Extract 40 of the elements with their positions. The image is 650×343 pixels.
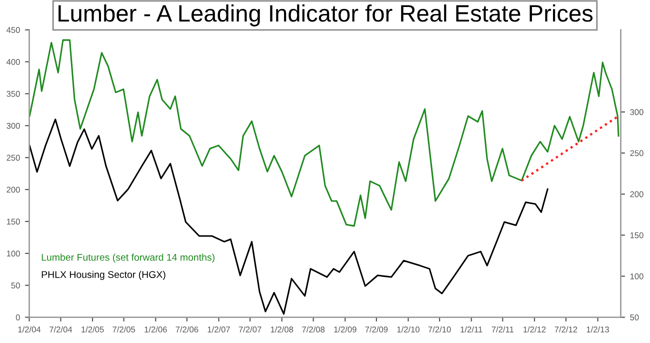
y-tick-label: 100 [6, 250, 20, 256]
line-series [29, 39, 620, 227]
y-tick-label: 50 [11, 282, 20, 288]
x-tick-label: 1/2/04 [18, 326, 41, 332]
y-tick-label: 150 [6, 218, 20, 225]
x-tick-label: 1/2/13 [586, 326, 609, 332]
x-tick-label: 1/2/05 [82, 326, 104, 332]
x-tick-label: 1/2/12 [524, 326, 546, 332]
x-tick-label: 1/2/09 [334, 326, 356, 332]
x-tick-label: 7/2/05 [112, 326, 136, 332]
x-tick-label: 7/2/06 [176, 326, 198, 332]
y2-tick-label: 150 [630, 232, 644, 238]
y2-tick-label: 300 [630, 109, 644, 116]
chart-title: Lumber - A Leading Indicator for Real Estate Prices [58, 4, 593, 26]
y-tick-label: 450 [6, 27, 20, 33]
x-tick-label: 1/2/06 [144, 326, 167, 332]
x-tick-label: 1/2/07 [208, 326, 230, 332]
x-tick-label: 7/2/11 [492, 326, 514, 332]
x-tick-label: 1/2/10 [397, 326, 420, 332]
x-tick-label: 1/2/08 [270, 326, 294, 332]
x-tick-label: 7/2/12 [554, 326, 578, 332]
x-tick-label: 1/2/11 [460, 326, 482, 332]
y-tick-label: 0 [16, 314, 20, 320]
y2-tick-label: 100 [630, 273, 644, 280]
text: Lumber Futures (set forward 14 months) [42, 254, 214, 263]
y2-tick-label: 250 [630, 150, 644, 156]
y-tick-label: 200 [6, 186, 20, 193]
x-tick-label: 7/2/09 [365, 326, 388, 332]
y2-tick-label: 50 [630, 314, 639, 320]
y2-tick-label: 200 [630, 191, 644, 198]
y-tick-label: 400 [6, 58, 20, 65]
x-tick-label: 7/2/04 [50, 326, 72, 332]
text: PHLX Housing Sector (HGX) [42, 270, 166, 280]
y-tick-label: 350 [6, 90, 20, 97]
x-tick-label: 7/2/07 [238, 326, 262, 332]
line-series [29, 118, 548, 315]
y-tick-label: 300 [6, 122, 20, 129]
y-tick-label: 250 [6, 154, 20, 161]
x-tick-label: 7/2/10 [428, 326, 451, 332]
x-tick-label: 7/2/08 [302, 326, 325, 332]
